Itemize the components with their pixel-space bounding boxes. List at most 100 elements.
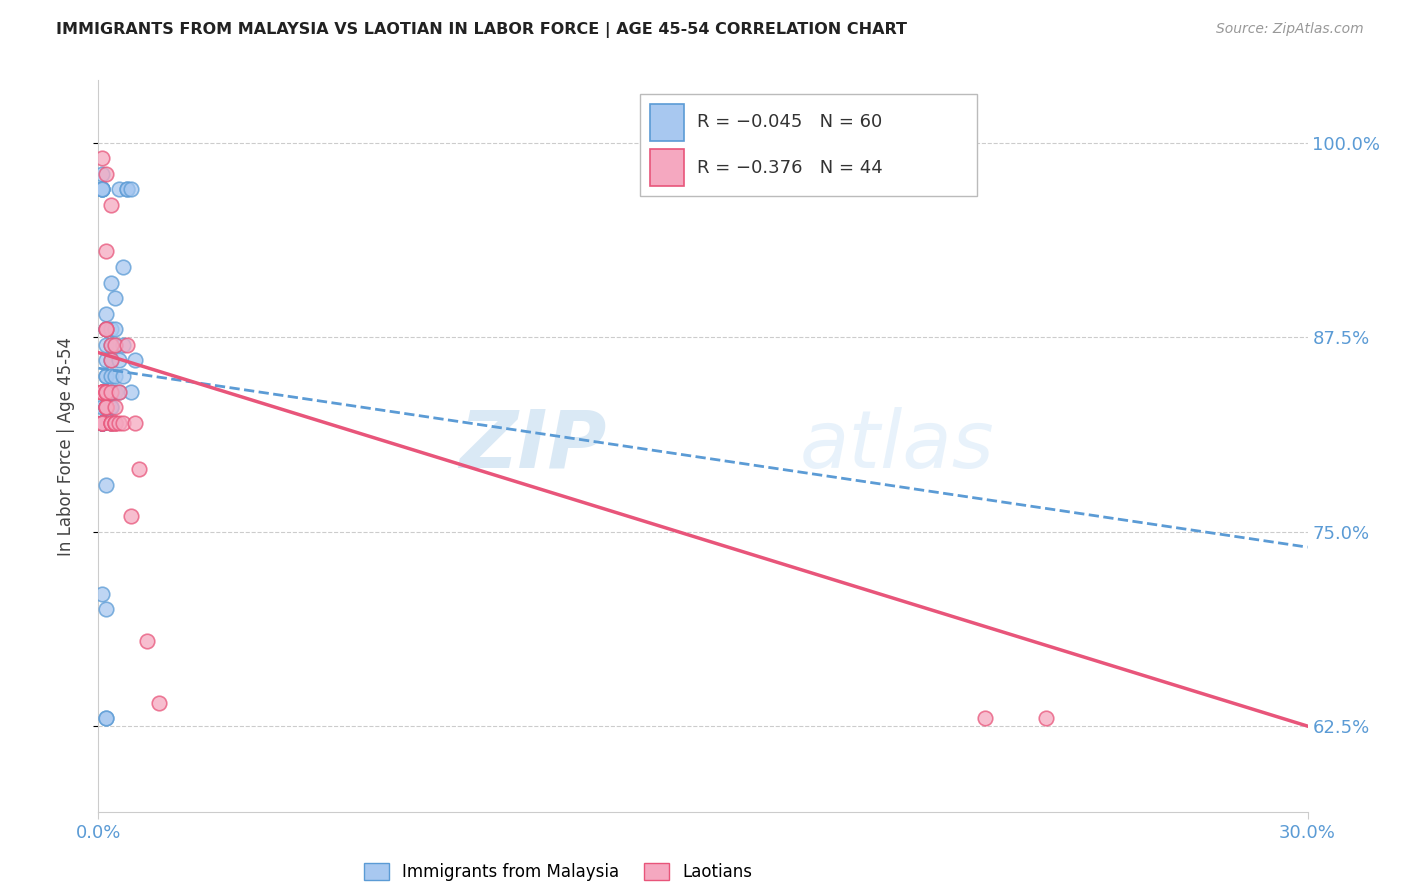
- Point: [91, 416, 114, 430]
- Point: [91, 182, 114, 196]
- Point: [96, 307, 118, 321]
- Point: [100, 276, 122, 290]
- Point: [91, 182, 114, 196]
- Text: atlas: atlas: [800, 407, 994, 485]
- Point: [100, 400, 122, 414]
- Point: [91, 587, 114, 601]
- FancyBboxPatch shape: [650, 149, 683, 186]
- Point: [96, 478, 118, 492]
- Point: [96, 167, 118, 181]
- Point: [100, 368, 122, 383]
- Point: [91, 416, 114, 430]
- Point: [96, 400, 118, 414]
- Point: [91, 416, 114, 430]
- Point: [100, 198, 122, 212]
- Point: [96, 322, 118, 336]
- Point: [91, 416, 114, 430]
- Point: [96, 400, 118, 414]
- Point: [128, 462, 150, 476]
- Point: [1035, 711, 1057, 725]
- Point: [100, 416, 122, 430]
- Point: [91, 416, 114, 430]
- Point: [96, 384, 118, 399]
- Point: [111, 416, 134, 430]
- Point: [120, 182, 142, 196]
- Point: [107, 182, 129, 196]
- Point: [120, 509, 142, 524]
- Point: [111, 368, 134, 383]
- Text: R = −0.045   N = 60: R = −0.045 N = 60: [697, 113, 883, 131]
- Point: [91, 384, 114, 399]
- Point: [96, 400, 118, 414]
- Point: [91, 182, 114, 196]
- Point: [91, 384, 114, 399]
- Point: [96, 322, 118, 336]
- Point: [115, 182, 138, 196]
- Point: [96, 400, 118, 414]
- Point: [100, 416, 122, 430]
- Point: [96, 368, 118, 383]
- Point: [103, 400, 125, 414]
- Point: [135, 633, 157, 648]
- Point: [111, 260, 134, 274]
- Point: [103, 416, 125, 430]
- Point: [103, 291, 125, 305]
- Point: [100, 353, 122, 368]
- Point: [103, 416, 125, 430]
- Point: [91, 416, 114, 430]
- Point: [96, 602, 118, 616]
- Point: [103, 416, 125, 430]
- FancyBboxPatch shape: [650, 104, 683, 141]
- Point: [96, 384, 118, 399]
- Point: [96, 400, 118, 414]
- Point: [91, 416, 114, 430]
- Point: [107, 353, 129, 368]
- Point: [96, 711, 118, 725]
- Point: [96, 400, 118, 414]
- Point: [96, 322, 118, 336]
- Point: [96, 384, 118, 399]
- Point: [107, 384, 129, 399]
- Point: [100, 338, 122, 352]
- Point: [103, 338, 125, 352]
- Point: [91, 384, 114, 399]
- Legend: Immigrants from Malaysia, Laotians: Immigrants from Malaysia, Laotians: [357, 856, 759, 888]
- Point: [91, 416, 114, 430]
- Point: [103, 322, 125, 336]
- Point: [103, 384, 125, 399]
- Point: [100, 416, 122, 430]
- Text: IMMIGRANTS FROM MALAYSIA VS LAOTIAN IN LABOR FORCE | AGE 45-54 CORRELATION CHART: IMMIGRANTS FROM MALAYSIA VS LAOTIAN IN L…: [56, 22, 907, 38]
- Point: [91, 151, 114, 165]
- Point: [974, 711, 997, 725]
- Point: [100, 400, 122, 414]
- Point: [103, 338, 125, 352]
- Point: [96, 244, 118, 259]
- Point: [91, 384, 114, 399]
- Point: [91, 416, 114, 430]
- Point: [91, 384, 114, 399]
- FancyBboxPatch shape: [640, 94, 977, 196]
- Y-axis label: In Labor Force | Age 45-54: In Labor Force | Age 45-54: [56, 336, 75, 556]
- Text: Source: ZipAtlas.com: Source: ZipAtlas.com: [1216, 22, 1364, 37]
- Point: [107, 384, 129, 399]
- Point: [96, 384, 118, 399]
- Point: [96, 384, 118, 399]
- Text: R = −0.376   N = 44: R = −0.376 N = 44: [697, 159, 883, 177]
- Point: [91, 167, 114, 181]
- Point: [124, 353, 146, 368]
- Point: [100, 384, 122, 399]
- Point: [96, 368, 118, 383]
- Point: [100, 353, 122, 368]
- Point: [91, 182, 114, 196]
- Point: [148, 696, 170, 710]
- Point: [96, 384, 118, 399]
- Point: [91, 400, 114, 414]
- Point: [100, 416, 122, 430]
- Point: [96, 322, 118, 336]
- Point: [91, 416, 114, 430]
- Point: [100, 338, 122, 352]
- Point: [96, 353, 118, 368]
- Point: [96, 711, 118, 725]
- Point: [96, 400, 118, 414]
- Point: [96, 338, 118, 352]
